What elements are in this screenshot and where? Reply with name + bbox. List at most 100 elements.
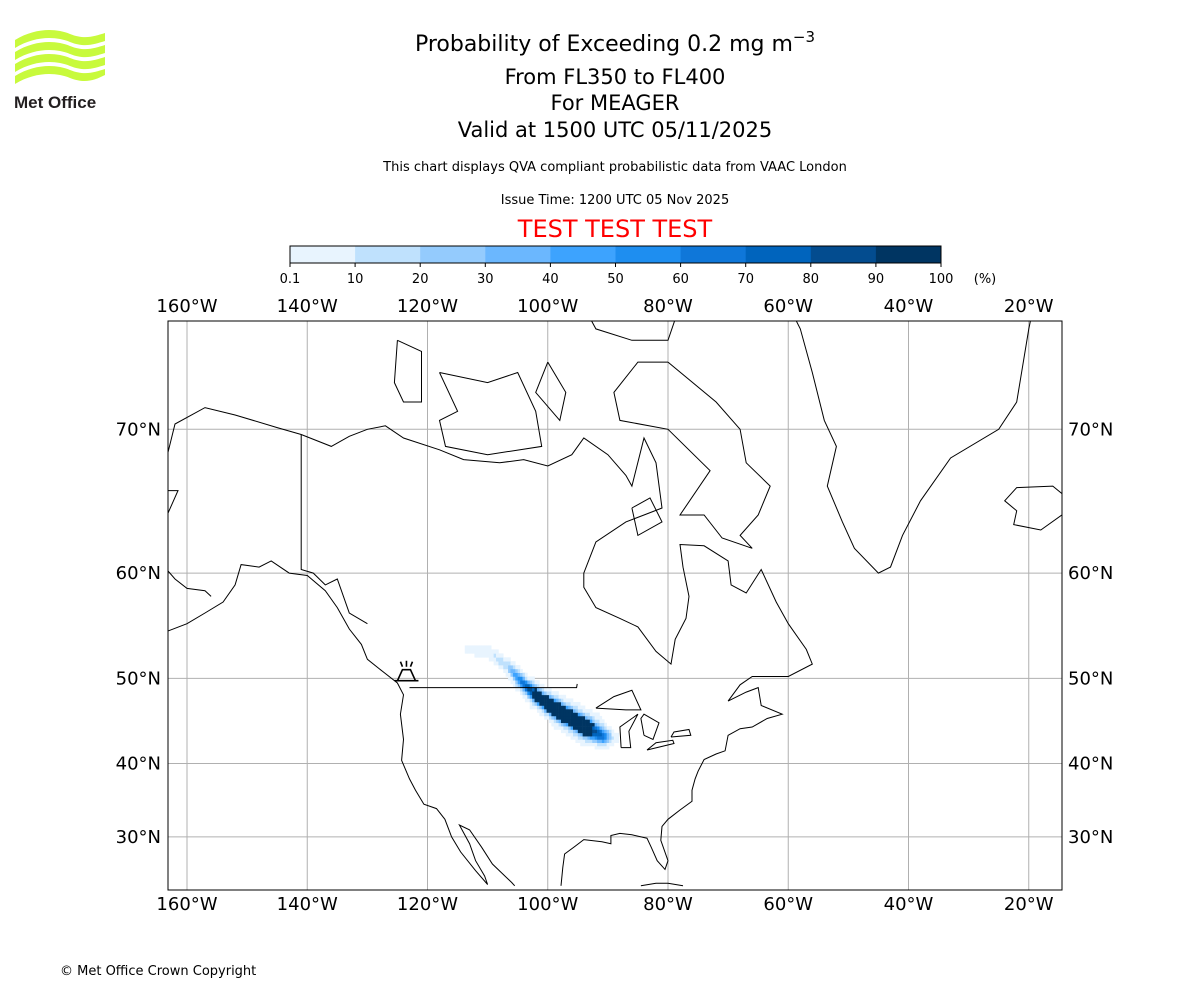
probability-cell [529, 676, 533, 681]
probability-cell [611, 739, 615, 744]
probability-cell [498, 657, 502, 662]
probability-cell [524, 687, 528, 692]
lat-label-right: 60°N [1068, 563, 1113, 584]
probability-cell [493, 649, 497, 654]
probability-cell [585, 739, 588, 744]
colorbar-bin [875, 246, 942, 263]
probability-cell [613, 739, 617, 744]
probability-cell [577, 715, 581, 720]
probability-cell [604, 736, 607, 740]
probability-cell [592, 739, 595, 744]
probability-cell [580, 705, 583, 710]
probability-cell [556, 691, 559, 696]
probability-cell [539, 712, 543, 717]
probability-cell [546, 712, 550, 717]
lon-label-bottom: 80°W [643, 894, 693, 915]
probability-cell [575, 722, 579, 727]
probability-cell [613, 732, 617, 737]
probability-cell [592, 736, 595, 740]
probability-cell [592, 729, 595, 734]
probability-cell [496, 653, 499, 658]
probability-cell [606, 745, 610, 750]
probability-cell [503, 661, 506, 666]
probability-cell [498, 665, 502, 670]
probability-cell [609, 732, 612, 737]
probability-cell [570, 712, 574, 717]
probability-cell [601, 736, 605, 740]
probability-cell [522, 687, 526, 692]
probability-cell [512, 676, 516, 681]
probability-cell [529, 680, 533, 685]
probability-cell [565, 701, 569, 706]
probability-cell [570, 715, 574, 720]
probability-cell [587, 742, 591, 747]
probability-cell [496, 649, 499, 654]
probability-cell [573, 729, 576, 734]
probability-cell [534, 705, 538, 710]
probability-cell [539, 698, 543, 703]
probability-cell [570, 701, 574, 706]
probability-cell [532, 683, 535, 688]
probability-cell [570, 736, 574, 740]
probability-cell [587, 739, 591, 744]
probability-cell [551, 719, 555, 724]
colorbar-unit-label: (%) [974, 272, 997, 287]
probability-cell [575, 708, 579, 713]
probability-cell [515, 668, 518, 673]
probability-cell [560, 712, 564, 717]
probability-cell [594, 726, 598, 730]
probability-cell [486, 653, 490, 658]
probability-cell [580, 712, 583, 717]
probability-cell [560, 715, 564, 720]
probability-cell [609, 739, 612, 744]
probability-cell [544, 701, 547, 706]
coastline [591, 321, 676, 341]
probability-cell [592, 715, 595, 720]
lon-label-bottom: 40°W [884, 894, 934, 915]
probability-cell [575, 715, 579, 720]
probability-cell [577, 708, 581, 713]
probability-cell [597, 745, 600, 750]
probability-cell [536, 691, 540, 696]
probability-cell [594, 719, 598, 724]
probability-cell [486, 649, 490, 654]
coastline [168, 407, 813, 886]
probability-cell [536, 708, 540, 713]
probability-cell [529, 687, 533, 692]
chart-title-main: Probability of Exceeding 0.2 mg m [415, 32, 793, 57]
probability-cell [609, 742, 612, 747]
probability-cell [597, 732, 600, 737]
probability-cell [527, 683, 531, 688]
probability-cell [594, 712, 598, 717]
probability-cell [522, 683, 526, 688]
lon-label-bottom: 20°W [1004, 894, 1054, 915]
coastline [535, 361, 567, 422]
probability-cell [532, 694, 535, 699]
probability-cell [587, 736, 591, 740]
probability-cell [512, 665, 516, 670]
probability-cell [580, 739, 583, 744]
probability-cell [548, 715, 552, 720]
probability-cell [520, 680, 523, 685]
probability-cell [546, 715, 550, 720]
coastline [168, 560, 516, 887]
probability-cell [556, 712, 559, 717]
lat-label-right: 40°N [1068, 753, 1113, 774]
probability-cell [599, 715, 603, 720]
probability-cell [597, 736, 600, 740]
probability-cell [546, 705, 550, 710]
probability-cell [544, 715, 547, 720]
probability-cell [558, 698, 562, 703]
probability-cell [587, 722, 591, 727]
probability-cell [599, 742, 603, 747]
probability-cell [539, 708, 543, 713]
probability-cell [568, 712, 571, 717]
probability-cell [527, 687, 531, 692]
probability-cell [587, 732, 591, 737]
probability-cell [508, 657, 511, 662]
probability-cell [601, 719, 605, 724]
probability-cell [597, 739, 600, 744]
probability-cell [604, 739, 607, 744]
probability-cell [601, 726, 605, 730]
probability-cell [560, 701, 564, 706]
